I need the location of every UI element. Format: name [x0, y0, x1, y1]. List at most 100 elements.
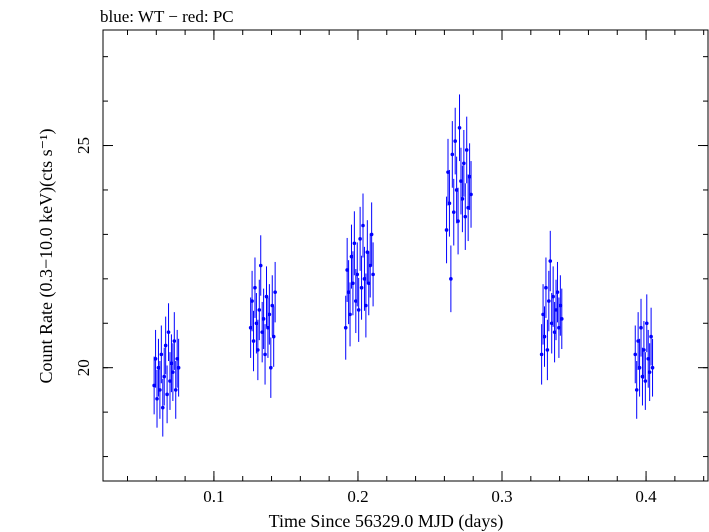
data-point — [258, 263, 263, 268]
data-point — [539, 352, 544, 357]
data-point — [554, 308, 558, 312]
data-point — [169, 361, 174, 366]
x-axis-label: Time Since 56329.0 MJD (days) — [269, 511, 504, 532]
data-point — [352, 241, 357, 246]
plot-area — [152, 94, 655, 437]
data-point — [454, 188, 459, 192]
data-point — [544, 285, 548, 290]
data-point — [270, 303, 275, 308]
data-point — [343, 325, 348, 330]
data-point — [555, 290, 560, 294]
data-point — [633, 352, 638, 357]
data-point — [254, 321, 259, 326]
axis-ticks — [103, 30, 708, 481]
data-point — [362, 277, 367, 281]
data-point — [650, 365, 655, 370]
data-point — [557, 325, 561, 330]
data-point — [545, 348, 550, 352]
data-point — [551, 294, 555, 299]
data-point — [466, 205, 470, 210]
data-point — [248, 325, 253, 330]
data-point — [469, 192, 473, 197]
data-point — [257, 308, 262, 312]
data-point — [364, 303, 368, 308]
data-point — [542, 334, 547, 339]
axis-tick-labels: 0.1 0.2 0.3 0.4 20 25 — [74, 137, 657, 506]
data-point — [634, 388, 639, 392]
data-point — [464, 148, 469, 152]
data-point — [158, 388, 162, 392]
data-point — [153, 357, 158, 361]
data-point — [269, 365, 273, 370]
data-point — [165, 392, 169, 397]
data-point — [346, 290, 351, 294]
x-tick-label: 0.3 — [491, 487, 512, 506]
data-point — [549, 321, 554, 326]
series-wt — [152, 94, 655, 437]
data-point — [166, 330, 171, 334]
data-point — [156, 365, 161, 370]
data-point — [365, 250, 370, 254]
data-point — [266, 325, 270, 330]
data-point — [162, 374, 167, 379]
data-point — [261, 317, 266, 321]
data-point — [264, 294, 269, 299]
data-point — [267, 312, 272, 317]
data-point — [637, 365, 642, 370]
data-point — [366, 281, 371, 286]
data-point — [368, 263, 373, 268]
data-point — [636, 339, 640, 343]
data-point — [647, 370, 652, 374]
data-point — [256, 348, 260, 352]
y-axis-label: Count Rate (0.3−10.0 keV)(cts s⁻¹) — [36, 128, 57, 383]
plot-frame — [102, 29, 709, 482]
data-point — [355, 272, 360, 277]
data-point — [359, 285, 364, 290]
data-point — [646, 357, 651, 361]
data-point — [463, 214, 468, 219]
data-point — [541, 312, 545, 317]
data-point — [644, 321, 649, 326]
data-point — [450, 152, 455, 157]
data-point — [253, 285, 257, 290]
data-point — [175, 357, 179, 361]
data-point — [159, 352, 164, 357]
data-point — [462, 161, 466, 166]
data-point — [451, 210, 456, 214]
data-point — [172, 339, 177, 343]
data-point — [351, 281, 355, 286]
data-point — [251, 339, 256, 343]
data-point — [171, 370, 175, 374]
data-point — [453, 139, 457, 143]
data-point — [176, 365, 181, 370]
data-point — [449, 277, 453, 281]
data-point — [559, 317, 564, 321]
data-point — [273, 290, 277, 294]
data-point — [260, 330, 264, 334]
data-point — [349, 254, 354, 259]
data-point — [548, 259, 553, 263]
data-point — [643, 379, 648, 383]
data-point — [558, 303, 563, 308]
data-point — [354, 299, 358, 303]
data-point — [547, 299, 551, 303]
data-point — [356, 308, 361, 312]
data-point — [371, 272, 375, 277]
y-tick-label: 20 — [74, 359, 93, 376]
data-point — [152, 383, 156, 388]
data-point — [168, 379, 172, 383]
data-point — [163, 343, 168, 348]
data-point — [173, 388, 178, 392]
data-point — [639, 325, 643, 330]
data-point — [444, 228, 449, 232]
data-point — [649, 334, 653, 339]
x-tick-label: 0.1 — [203, 487, 224, 506]
data-point — [467, 174, 472, 179]
x-tick-label: 0.4 — [635, 487, 657, 506]
data-point — [271, 334, 276, 339]
data-point — [552, 330, 557, 334]
data-point — [457, 125, 462, 130]
data-point — [369, 232, 374, 237]
data-point — [446, 170, 450, 174]
